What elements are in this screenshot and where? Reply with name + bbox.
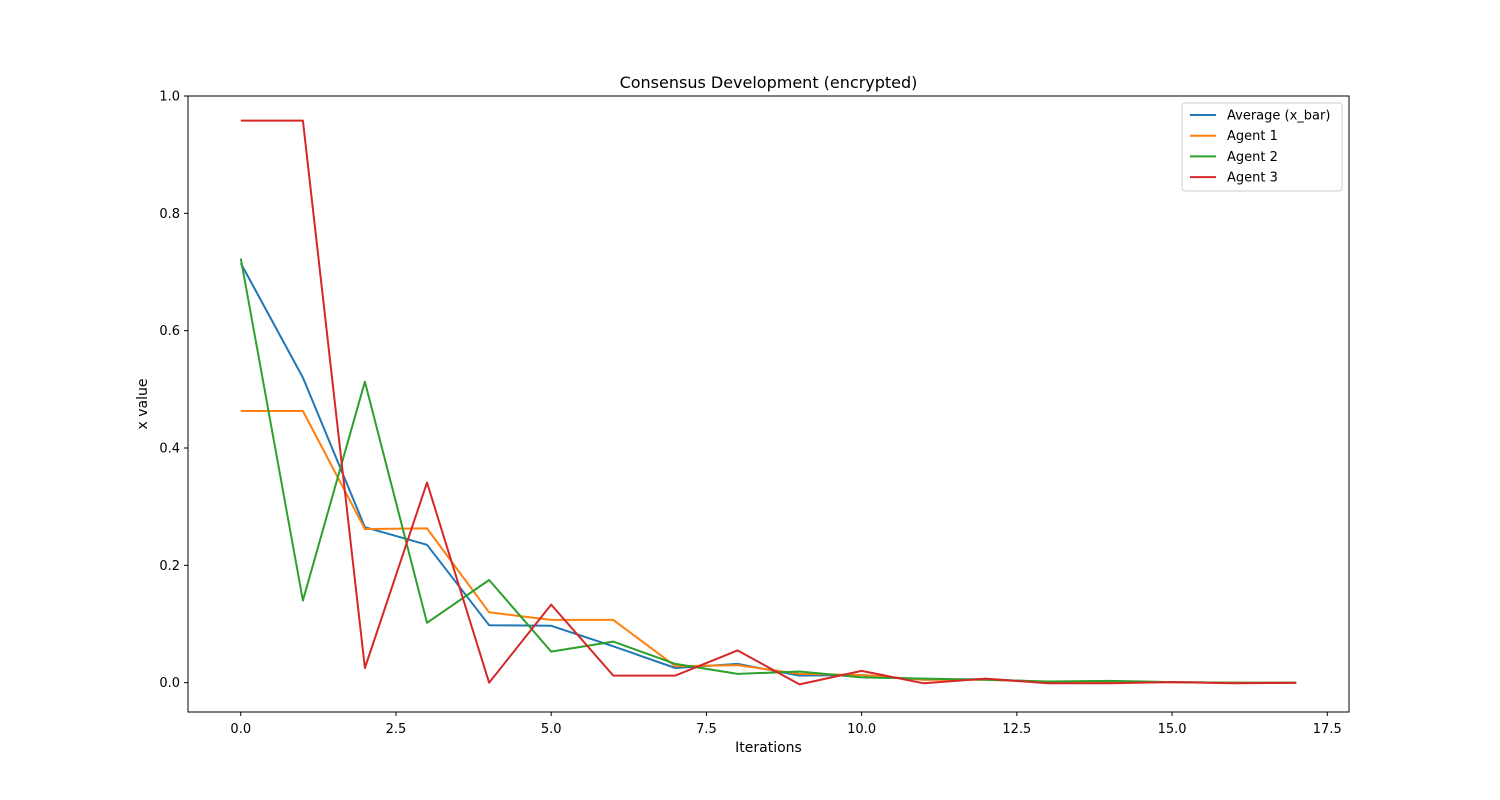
x-tick-label: 7.5 [696, 722, 717, 737]
x-tick-label: 15.0 [1158, 722, 1187, 737]
y-tick-label: 0.2 [159, 559, 180, 574]
y-axis: 0.0 0.2 0.4 0.6 0.8 1.0 [159, 90, 188, 691]
plot-frame [187, 95, 1350, 713]
legend: Average (x_bar) Agent 1 Agent 2 Agent 3 [1181, 102, 1343, 192]
y-tick-label: 1.0 [159, 90, 180, 105]
series-line-4 [240, 119, 1297, 686]
chart-title: Consensus Development (encrypted) [620, 73, 918, 92]
legend-label: Agent 1 [1227, 129, 1278, 144]
y-axis-label: x value [135, 379, 151, 430]
x-axis-label: Iterations [735, 740, 802, 756]
x-axis: 0.0 2.5 5.0 7.5 10.0 12.5 15.0 17.5 [230, 712, 1342, 737]
x-tick-label: 5.0 [541, 722, 562, 737]
legend-label: Agent 2 [1227, 150, 1278, 165]
y-tick-label: 0.8 [159, 207, 180, 222]
x-tick-label: 10.0 [847, 722, 876, 737]
y-tick-label: 0.0 [159, 676, 180, 691]
x-tick-label: 17.5 [1313, 722, 1342, 737]
x-tick-label: 12.5 [1002, 722, 1031, 737]
legend-label: Agent 3 [1227, 171, 1278, 186]
plot-area [187, 95, 1350, 713]
series-layer [239, 119, 1297, 686]
x-tick-label: 0.0 [230, 722, 251, 737]
legend-box [1181, 102, 1343, 192]
x-tick-label: 2.5 [386, 722, 407, 737]
y-tick-label: 0.6 [159, 324, 180, 339]
legend-label: Average (x_bar) [1227, 109, 1330, 124]
series-line-3 [239, 258, 1297, 684]
y-tick-label: 0.4 [159, 442, 180, 457]
